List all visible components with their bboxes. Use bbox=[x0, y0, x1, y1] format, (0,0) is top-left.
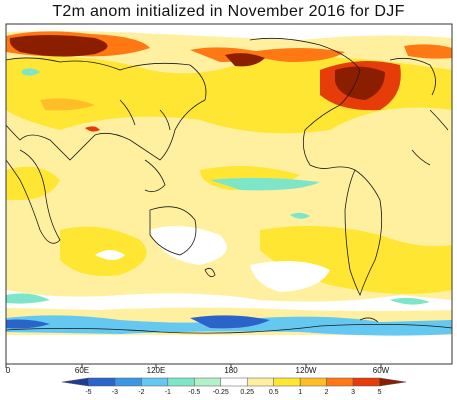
colorbar-segment bbox=[220, 377, 248, 387]
lon-label-120w: 120W bbox=[295, 366, 317, 375]
map-title: T2m anom initialized in November 2016 fo… bbox=[52, 3, 405, 20]
colorbar-segment bbox=[194, 377, 222, 387]
colorbar-segment bbox=[352, 377, 380, 387]
colorbar-label: -5 bbox=[85, 389, 92, 396]
coastlines bbox=[6, 37, 452, 334]
colorbar-label: -2 bbox=[138, 389, 145, 396]
lon-label-0: 0 bbox=[5, 366, 11, 375]
colorbar-segment bbox=[273, 377, 301, 387]
lon-label-180: 180 bbox=[224, 366, 238, 375]
colorbar-segment bbox=[379, 377, 407, 387]
longitude-ticks bbox=[5, 364, 382, 368]
colorbar-label: -0.25 bbox=[212, 389, 229, 396]
colorbar-segment bbox=[167, 377, 195, 387]
colorbar-segment bbox=[61, 377, 89, 387]
colorbar bbox=[61, 377, 407, 387]
colorbar-label: 0.25 bbox=[240, 389, 255, 396]
lon-label-120e: 120E bbox=[146, 366, 166, 375]
anomaly-field-hot bbox=[9, 35, 385, 100]
colorbar-label: 5 bbox=[377, 389, 382, 396]
lon-label-60e: 60E bbox=[74, 366, 90, 375]
colorbar-label: -1 bbox=[164, 389, 171, 396]
anomaly-field-cold bbox=[6, 68, 452, 336]
colorbar-segment bbox=[141, 377, 169, 387]
map-frame bbox=[5, 23, 453, 365]
colorbar-label: 0.5 bbox=[268, 389, 279, 396]
colorbar-segment bbox=[114, 377, 142, 387]
colorbar-segment bbox=[326, 377, 354, 387]
colorbar-segment bbox=[88, 377, 116, 387]
colorbar-label: 3 bbox=[351, 389, 356, 396]
colorbar-segment bbox=[299, 377, 327, 387]
anomaly-field-white bbox=[6, 24, 452, 364]
lon-label-60w: 60W bbox=[372, 366, 390, 375]
colorbar-label: -0.5 bbox=[188, 389, 201, 396]
colorbar-label: -3 bbox=[111, 389, 119, 396]
colorbar-label: 1 bbox=[298, 389, 303, 396]
colorbar-segment bbox=[246, 377, 274, 387]
colorbar-label: 2 bbox=[324, 389, 329, 396]
